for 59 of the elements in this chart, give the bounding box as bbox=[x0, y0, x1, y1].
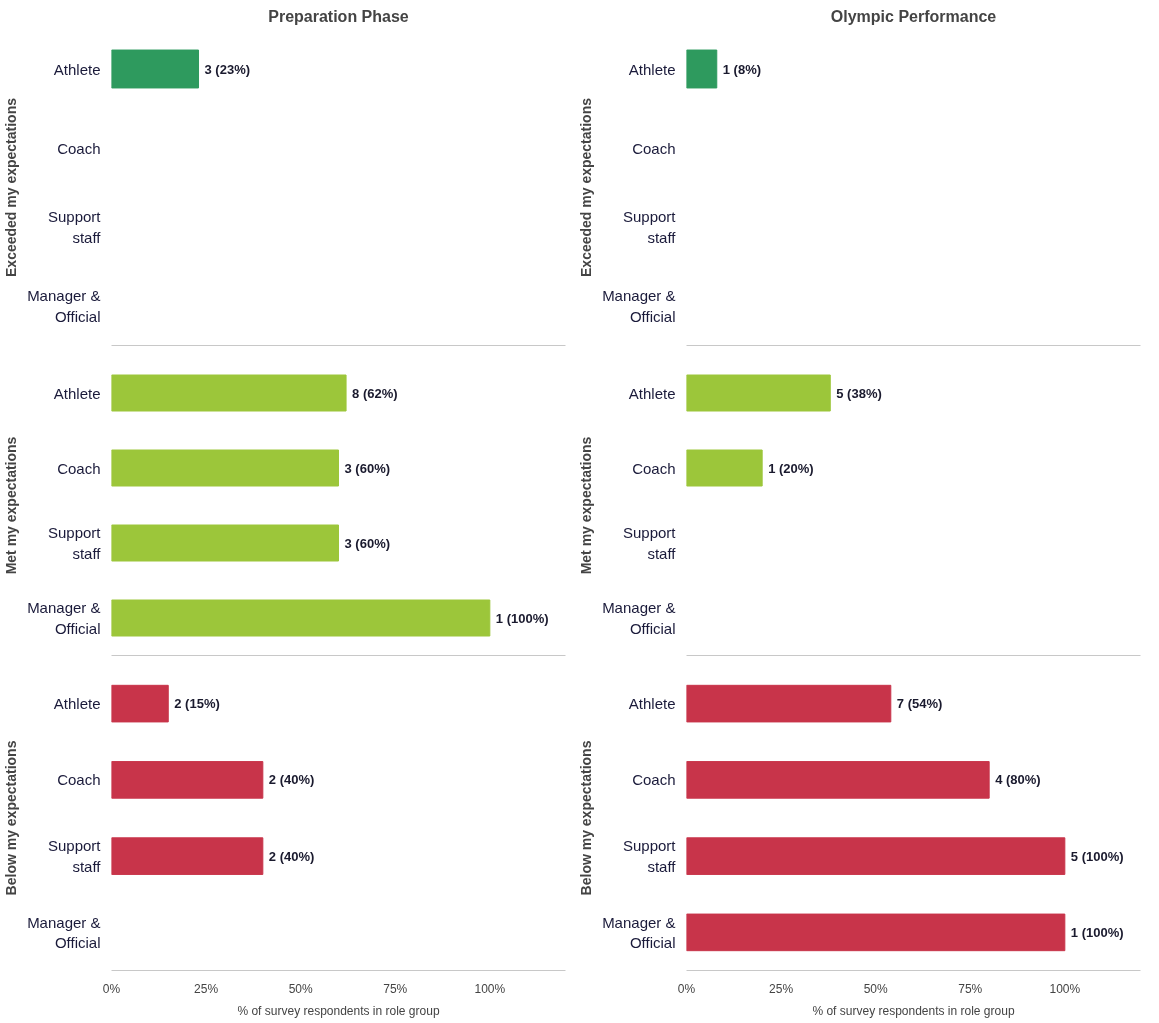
y-tick-label: Manager & Official bbox=[602, 287, 676, 325]
y-tick-label: Athlete bbox=[53, 60, 101, 78]
x-tick-label: 50% bbox=[863, 981, 889, 996]
y-axis-title: Below my expectations bbox=[578, 740, 595, 896]
data-label: 3 (60%) bbox=[344, 535, 391, 551]
data-label: 4 (80%) bbox=[995, 772, 1041, 788]
y-tick-label: Manager & Official bbox=[27, 913, 101, 952]
data-label: 5 (100%) bbox=[1070, 848, 1124, 864]
data-label: 2 (15%) bbox=[174, 696, 220, 712]
y-tick-label: Coach bbox=[632, 139, 676, 157]
y-tick-label: Coach bbox=[57, 771, 101, 789]
data-label: 2 (40%) bbox=[268, 848, 315, 864]
x-tick-label: 100% bbox=[1049, 981, 1081, 996]
data-label: 8 (62%) bbox=[352, 385, 398, 401]
x-tick-label: 25% bbox=[194, 981, 219, 996]
y-tick-label: Athlete bbox=[628, 695, 676, 713]
data-label: 3 (60%) bbox=[344, 460, 391, 476]
y-tick-label: Manager & Official bbox=[602, 599, 676, 637]
y-tick-label: Manager & Official bbox=[27, 599, 101, 637]
y-tick-label: Coach bbox=[632, 459, 676, 477]
data-label: 5 (38%) bbox=[836, 385, 882, 401]
y-axis-title: Met my expectations bbox=[3, 436, 20, 575]
y-tick-label: Athlete bbox=[53, 384, 101, 402]
y-axis-title: Met my expectations bbox=[578, 436, 595, 575]
data-label: 1 (8%) bbox=[722, 61, 762, 77]
x-axis-title: % of survey respondents in role group bbox=[812, 1003, 1015, 1018]
chart-title: Olympic Performance bbox=[830, 7, 997, 25]
data-label: 2 (40%) bbox=[268, 772, 315, 788]
x-axis-title: % of survey respondents in role group bbox=[237, 1003, 440, 1018]
data-label: 1 (100%) bbox=[1070, 924, 1124, 940]
x-tick-label: 75% bbox=[383, 981, 408, 996]
y-tick-label: Athlete bbox=[53, 695, 101, 713]
y-axis-title: Exceeded my expectations bbox=[578, 97, 595, 277]
x-tick-label: 100% bbox=[474, 981, 506, 996]
x-tick-label: 0% bbox=[102, 981, 121, 996]
chart-title: Preparation Phase bbox=[268, 7, 409, 25]
y-axis-title: Below my expectations bbox=[3, 740, 20, 896]
y-tick-label: Athlete bbox=[628, 384, 676, 402]
y-tick-label: Coach bbox=[57, 459, 101, 477]
x-tick-label: 25% bbox=[769, 981, 794, 996]
data-label: 1 (20%) bbox=[768, 460, 814, 476]
y-tick-label: Athlete bbox=[628, 60, 676, 78]
x-tick-label: 0% bbox=[677, 981, 696, 996]
y-tick-label: Support staff bbox=[47, 837, 102, 875]
y-tick-label: Coach bbox=[632, 771, 676, 789]
y-tick-label: Support staff bbox=[622, 524, 677, 562]
y-tick-label: Support staff bbox=[47, 208, 102, 246]
y-tick-label: Coach bbox=[57, 139, 101, 157]
y-tick-label: Manager & Official bbox=[27, 287, 101, 325]
data-label: 3 (23%) bbox=[204, 61, 251, 77]
x-tick-label: 50% bbox=[288, 981, 314, 996]
y-axis-title: Exceeded my expectations bbox=[3, 97, 20, 277]
data-label: 1 (100%) bbox=[495, 610, 549, 626]
y-tick-label: Manager & Official bbox=[602, 913, 676, 952]
x-tick-label: 75% bbox=[958, 981, 983, 996]
y-tick-label: Support staff bbox=[47, 524, 102, 562]
y-tick-label: Support staff bbox=[622, 208, 677, 246]
data-label: 7 (54%) bbox=[896, 696, 943, 712]
y-tick-label: Support staff bbox=[622, 837, 677, 875]
